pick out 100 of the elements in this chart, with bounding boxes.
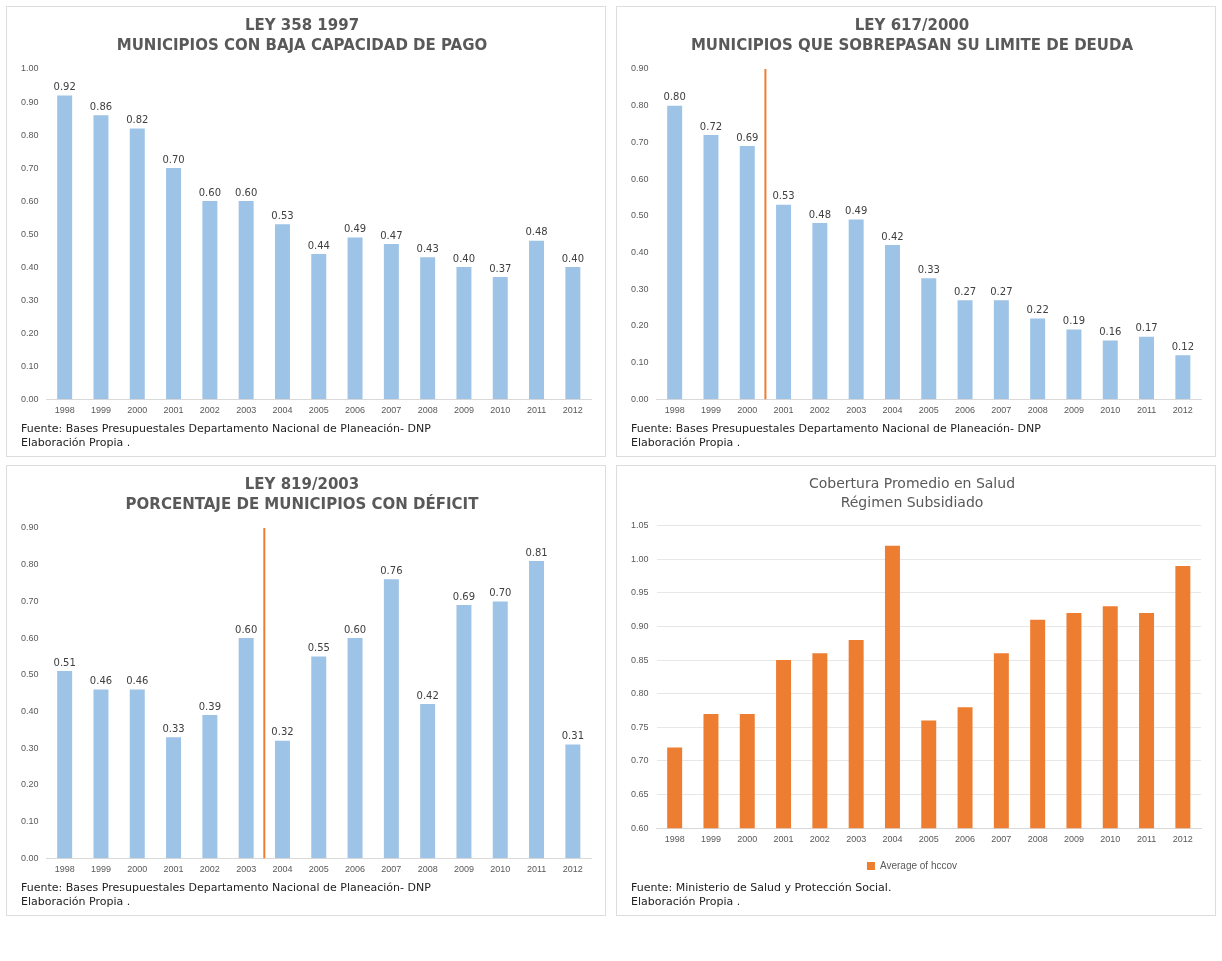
data-label: 0.48 — [525, 226, 548, 238]
x-tick-label: 2005 — [918, 834, 939, 845]
x-tick-label: 2004 — [882, 834, 903, 845]
x-tick-label: 2011 — [526, 405, 547, 416]
bar — [529, 240, 545, 400]
chart-title: LEY 819/2003 — [244, 474, 360, 493]
y-tick-label: 0.70 — [630, 136, 649, 147]
bar — [238, 201, 254, 400]
x-tick-label: 2012 — [1172, 405, 1193, 416]
x-tick-label: 2009 — [1063, 405, 1084, 416]
data-label: 0.60 — [198, 186, 221, 198]
x-tick-label: 2005 — [308, 405, 329, 416]
y-tick-label: 0.50 — [20, 669, 39, 680]
y-tick-label: 0.30 — [20, 742, 39, 753]
x-tick-label: 2003 — [236, 405, 257, 416]
data-label: 0.22 — [1026, 304, 1049, 316]
y-tick-label: 0.90 — [630, 63, 649, 74]
chart-title: Cobertura Promedio en Salud — [808, 475, 1016, 492]
x-tick-label: 2008 — [417, 405, 438, 416]
x-tick-label: 2010 — [1100, 405, 1121, 416]
x-tick-label: 1998 — [54, 864, 75, 875]
data-label: 0.46 — [89, 675, 113, 687]
data-label: 0.55 — [307, 642, 330, 653]
data-label: 0.49 — [343, 223, 367, 234]
x-tick-label: 1999 — [90, 405, 111, 416]
x-tick-label: 2006 — [345, 405, 366, 416]
data-label: 0.60 — [235, 623, 258, 635]
y-tick-label: 1.00 — [630, 553, 649, 564]
data-label: 0.16 — [1099, 326, 1122, 338]
x-tick-label: 2005 — [918, 405, 939, 416]
x-tick-label: 2000 — [127, 405, 148, 416]
y-tick-label: 0.70 — [630, 755, 649, 766]
source-note: Fuente: Bases Presupuestales Departamento Nacional de Planeación- DNP — [21, 422, 432, 436]
y-tick-label: 0.30 — [630, 283, 649, 294]
data-label: 0.53 — [772, 190, 795, 202]
y-tick-label: 0.20 — [20, 779, 39, 790]
y-tick-label: 0.80 — [20, 129, 39, 140]
bar — [166, 168, 182, 400]
x-tick-label: 2008 — [1027, 834, 1048, 845]
y-tick-label: 0.40 — [20, 261, 39, 272]
y-tick-label: 0.10 — [20, 816, 39, 826]
y-tick-label: 0.80 — [20, 559, 39, 570]
data-label: 0.69 — [452, 590, 476, 602]
y-tick-label: 0.60 — [20, 632, 39, 643]
x-tick-label: 1999 — [90, 864, 111, 875]
bar — [57, 671, 73, 859]
x-tick-label: 2008 — [1027, 405, 1048, 416]
bar — [274, 740, 290, 859]
y-tick-label: 0.50 — [630, 210, 649, 221]
x-tick-label: 2003 — [846, 834, 867, 845]
y-tick-label: 0.95 — [630, 587, 649, 598]
bar — [957, 300, 973, 400]
x-tick-label: 1998 — [54, 405, 75, 416]
y-tick-label: 0.70 — [20, 595, 39, 606]
data-label: 0.51 — [53, 656, 76, 668]
y-tick-label: 0.80 — [630, 688, 649, 699]
bar — [166, 737, 182, 859]
x-tick-label: 2006 — [955, 405, 976, 416]
y-tick-label: 0.60 — [20, 195, 39, 206]
bar — [1066, 329, 1082, 400]
bar — [456, 605, 472, 859]
bar — [776, 204, 792, 400]
data-label: 0.39 — [198, 700, 221, 712]
data-label: 0.27 — [990, 285, 1013, 297]
x-tick-label: 2007 — [991, 834, 1012, 845]
data-label: 0.37 — [489, 262, 512, 274]
y-tick-label: 0.90 — [630, 620, 649, 631]
chart-title: LEY 617/2000 — [854, 15, 970, 34]
bar — [311, 656, 327, 859]
bar — [921, 278, 937, 400]
bar — [1030, 318, 1046, 400]
data-label: 0.40 — [452, 252, 476, 264]
x-tick-label: 2011 — [1136, 405, 1157, 416]
x-tick-label: 2003 — [236, 864, 257, 875]
source-note: Fuente: Ministerio de Salud y Protección Social. — [631, 881, 893, 895]
x-tick-label: 2010 — [1100, 834, 1121, 845]
x-tick-label: 2000 — [127, 864, 148, 875]
x-tick-label: 2011 — [1136, 834, 1157, 845]
bar — [492, 277, 508, 400]
bar — [347, 237, 363, 400]
bar — [1102, 340, 1118, 400]
x-tick-label: 2004 — [882, 405, 903, 416]
data-label: 0.27 — [953, 285, 977, 297]
bar — [1139, 336, 1155, 400]
x-tick-label: 1998 — [664, 405, 685, 416]
data-label: 0.82 — [126, 114, 149, 126]
data-label: 0.32 — [271, 726, 294, 738]
data-label: 0.33 — [917, 263, 940, 275]
bar — [703, 135, 719, 400]
y-tick-label: 0.85 — [630, 654, 649, 665]
data-label: 0.69 — [736, 131, 759, 143]
chart-subtitle: MUNICIPIOS QUE SOBREPASAN SU LIMITE DE DEUDA — [690, 35, 1134, 54]
bar — [529, 561, 545, 859]
data-label: 0.72 — [699, 120, 723, 132]
y-tick-label: 0.60 — [630, 173, 649, 184]
data-label: 0.86 — [89, 100, 113, 112]
data-label: 0.60 — [235, 186, 258, 198]
x-tick-label: 2007 — [991, 405, 1012, 416]
bar — [993, 300, 1009, 400]
bar — [311, 253, 327, 400]
